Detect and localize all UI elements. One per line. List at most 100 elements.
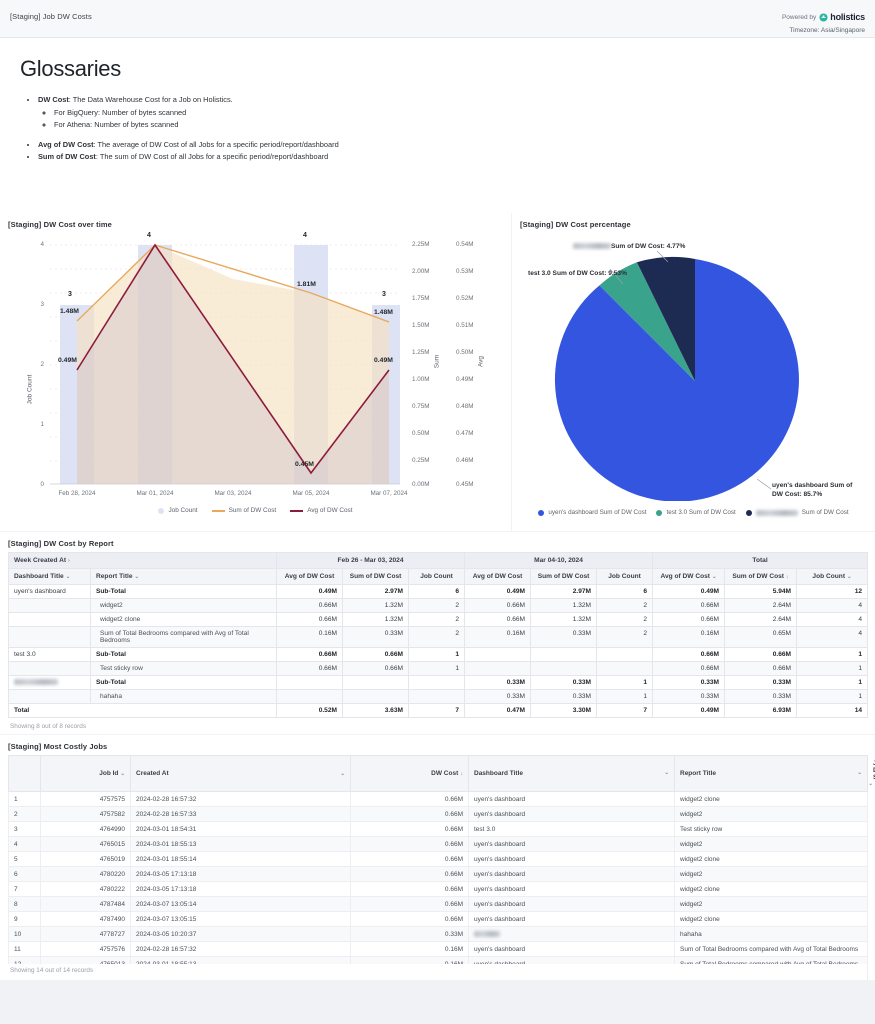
col-total-avg[interactable]: Avg of DW Cost ⌄ bbox=[652, 568, 726, 585]
col-w1-sum[interactable]: Sum of DW Cost bbox=[342, 568, 410, 585]
cell-created-at: 2024-03-07 13:05:14 bbox=[130, 896, 351, 912]
col-job-id[interactable]: Job Id ⌄ bbox=[40, 755, 131, 792]
col-w1-count[interactable]: Job Count bbox=[408, 568, 466, 585]
table-row[interactable]: 4 4765015 2024-03-01 18:55:13 0.66M uyen's d… bbox=[8, 836, 868, 852]
col-w2-sum[interactable]: Sum of DW Cost bbox=[530, 568, 598, 585]
cell-job-id: 4765015 bbox=[40, 836, 131, 852]
avg-tick: 0.54M bbox=[456, 241, 474, 248]
col-label: Dashboard Title bbox=[14, 573, 64, 580]
pie-legend-item-uyens-dashboard[interactable]: uyen's dashboard Sum of DW Cost bbox=[538, 509, 646, 516]
pie-legend-label: test 3.0 Sum of DW Cost bbox=[666, 509, 736, 516]
cell-w2-sum: 0.33M bbox=[530, 689, 598, 704]
x-tick: Mar 01, 2024 bbox=[136, 490, 174, 497]
table-row[interactable]: uyen's dashboard Sub-Total 0.49M 2.97M 6 0.49… bbox=[8, 584, 869, 599]
cell-w1-count: 2 bbox=[408, 612, 466, 627]
legend-item-job-count[interactable]: Job Count bbox=[158, 507, 198, 514]
cell-dashboard-title: uyen's dashboard bbox=[468, 911, 675, 927]
cell-tt-sum: 0.66M bbox=[724, 661, 798, 676]
col-w1-avg[interactable]: Avg of DW Cost bbox=[276, 568, 344, 585]
cell-dashboard-title: test 3.0 bbox=[8, 647, 91, 662]
cell-tt-count: 1 bbox=[796, 647, 869, 662]
x-tick: Mar 07, 2024 bbox=[370, 490, 408, 497]
chevron-down-icon: ⌄ bbox=[65, 574, 71, 580]
col-w2-avg[interactable]: Avg of DW Cost bbox=[464, 568, 532, 585]
cell-row-number: 9 bbox=[8, 911, 41, 927]
cell-report-title: widget2 clone bbox=[89, 612, 278, 627]
glossary-sep: : bbox=[95, 152, 98, 161]
cell-w2-avg: 0.33M bbox=[464, 675, 532, 690]
col-row-number bbox=[8, 755, 41, 792]
table-row[interactable]: 1 4757575 2024-02-28 16:57:32 0.66M uyen's d… bbox=[8, 791, 868, 807]
table-row[interactable]: 3 4764990 2024-03-01 18:54:31 0.66M test 3.0… bbox=[8, 821, 868, 837]
total-w2-sum: 3.30M bbox=[530, 703, 598, 718]
cell-w1-avg bbox=[276, 675, 344, 690]
chevron-down-icon: ⌄ bbox=[120, 771, 125, 777]
col-dw-cost[interactable]: DW Cost ↓ bbox=[350, 755, 469, 792]
cell-dashboard-title bbox=[468, 926, 675, 942]
week-created-at-header[interactable]: Week Created At › bbox=[7, 552, 278, 569]
pie-callout-uyens-dashboard: uyen's dashboard Sum of DW Cost: 85.7% bbox=[772, 482, 853, 498]
pie-legend-item-redacted[interactable]: Sum of DW Cost bbox=[745, 509, 849, 516]
col-w2-count[interactable]: Job Count bbox=[596, 568, 654, 585]
col-label: Report Title bbox=[96, 573, 133, 580]
cell-tt-count: 4 bbox=[796, 626, 869, 648]
glossary-sep: : bbox=[68, 95, 71, 104]
legend-item-avg-of-dw-cost[interactable]: Avg of DW Cost bbox=[290, 507, 353, 514]
cell-w1-avg: 0.66M bbox=[276, 612, 344, 627]
cell-job-id: 4787490 bbox=[40, 911, 131, 927]
col-total-count[interactable]: Job Count ⌄ bbox=[796, 568, 869, 585]
table-row[interactable]: 9 4787490 2024-03-07 13:05:15 0.66M uyen's d… bbox=[8, 911, 868, 927]
cell-row-number: 6 bbox=[8, 866, 41, 882]
col-created-at[interactable]: Created At bbox=[130, 755, 176, 792]
job-count-label: 4 bbox=[303, 232, 307, 239]
table-row[interactable]: 2 4757582 2024-02-28 16:57:33 0.66M uyen's d… bbox=[8, 806, 868, 822]
col-dashboard-title[interactable]: Dashboard Title ⌄ bbox=[8, 568, 91, 585]
pie-slice-redacted bbox=[636, 256, 695, 381]
table-row[interactable]: Sum of Total Bedrooms compared with Avg … bbox=[8, 626, 869, 648]
table-row[interactable]: 8 4787484 2024-03-07 13:05:14 0.66M uyen's d… bbox=[8, 896, 868, 912]
job-count-label: 3 bbox=[68, 291, 72, 298]
dw-cost-by-report-card: [Staging] DW Cost by Report Week Created… bbox=[0, 532, 875, 734]
cell-dashboard-title: uyen's dashboard bbox=[8, 584, 91, 599]
line-chart-svg bbox=[50, 243, 400, 485]
cell-report-title: Sub-Total bbox=[89, 675, 278, 690]
legend-item-sum-of-dw-cost[interactable]: Sum of DW Cost bbox=[211, 507, 276, 514]
y-tick: 0 bbox=[40, 481, 44, 488]
col-created-at-caret[interactable]: ⌄ bbox=[175, 755, 351, 792]
avg-tick: 0.45M bbox=[456, 481, 474, 488]
col-report-title[interactable]: Report Title ⌄ bbox=[89, 568, 278, 585]
table-row[interactable]: 6 4780220 2024-03-05 17:13:18 0.66M uyen's d… bbox=[8, 866, 868, 882]
table-row[interactable]: 11 4757576 2024-02-28 16:57:32 0.16M uyen's … bbox=[8, 941, 868, 957]
cell-tt-avg: 0.33M bbox=[652, 675, 726, 690]
total-label: Total bbox=[7, 703, 278, 718]
cell-w2-avg: 0.49M bbox=[464, 584, 532, 599]
table-row[interactable]: Test sticky row 0.66M 0.66M 1 0.66M 0.66M 1 bbox=[8, 661, 869, 676]
avg-data-label: 0.49M bbox=[374, 357, 393, 364]
col-report-title[interactable]: Report Title ⌄ bbox=[674, 755, 868, 792]
col-dashboard-title[interactable]: Dashboard Title ⌄ bbox=[468, 755, 675, 792]
cell-tt-avg: 0.66M bbox=[652, 612, 726, 627]
table-row[interactable]: widget2 clone 0.66M 1.32M 2 0.66M 1.32M 2 0.66M… bbox=[8, 612, 869, 627]
cell-report-title: widget2 bbox=[674, 836, 868, 852]
pivot-head: Week Created At › Feb 26 - Mar 03, 2024 M… bbox=[7, 552, 869, 585]
table-row[interactable]: hahaha 0.33M 0.33M 1 0.33M 0.33M 1 bbox=[8, 689, 869, 704]
cell-w1-sum bbox=[342, 689, 410, 704]
table-row[interactable]: 5 4765019 2024-03-01 18:55:14 0.66M uyen's d… bbox=[8, 851, 868, 867]
cell-w2-count bbox=[596, 661, 654, 676]
table-row[interactable]: 7 4780222 2024-03-05 17:13:18 0.66M uyen's d… bbox=[8, 881, 868, 897]
cell-w1-count: 2 bbox=[408, 626, 466, 648]
legend-label: Job Count bbox=[168, 507, 198, 514]
cell-dashboard-title bbox=[8, 689, 91, 704]
cell-tt-avg: 0.16M bbox=[652, 626, 726, 648]
table-row[interactable]: test 3.0 Sub-Total 0.66M 0.66M 1 0.66M 0.66M 1 bbox=[8, 647, 869, 662]
cell-dashboard-title: uyen's dashboard bbox=[468, 866, 675, 882]
cell-report-title: widget2 clone bbox=[674, 851, 868, 867]
line-chart: Job Count bbox=[8, 231, 503, 516]
cell-dashboard-title bbox=[8, 626, 91, 648]
table-row[interactable]: Sub-Total 0.33M 0.33M 1 0.33M 0.33M 1 bbox=[8, 675, 869, 690]
y-tick: 3 bbox=[40, 301, 44, 308]
col-total-sum[interactable]: Sum of DW Cost ↓ bbox=[724, 568, 798, 585]
pie-legend-item-test-3-0[interactable]: test 3.0 Sum of DW Cost bbox=[656, 509, 736, 516]
table-row[interactable]: widget2 0.66M 1.32M 2 0.66M 1.32M 2 0.66M 2.64M 4 bbox=[8, 598, 869, 613]
